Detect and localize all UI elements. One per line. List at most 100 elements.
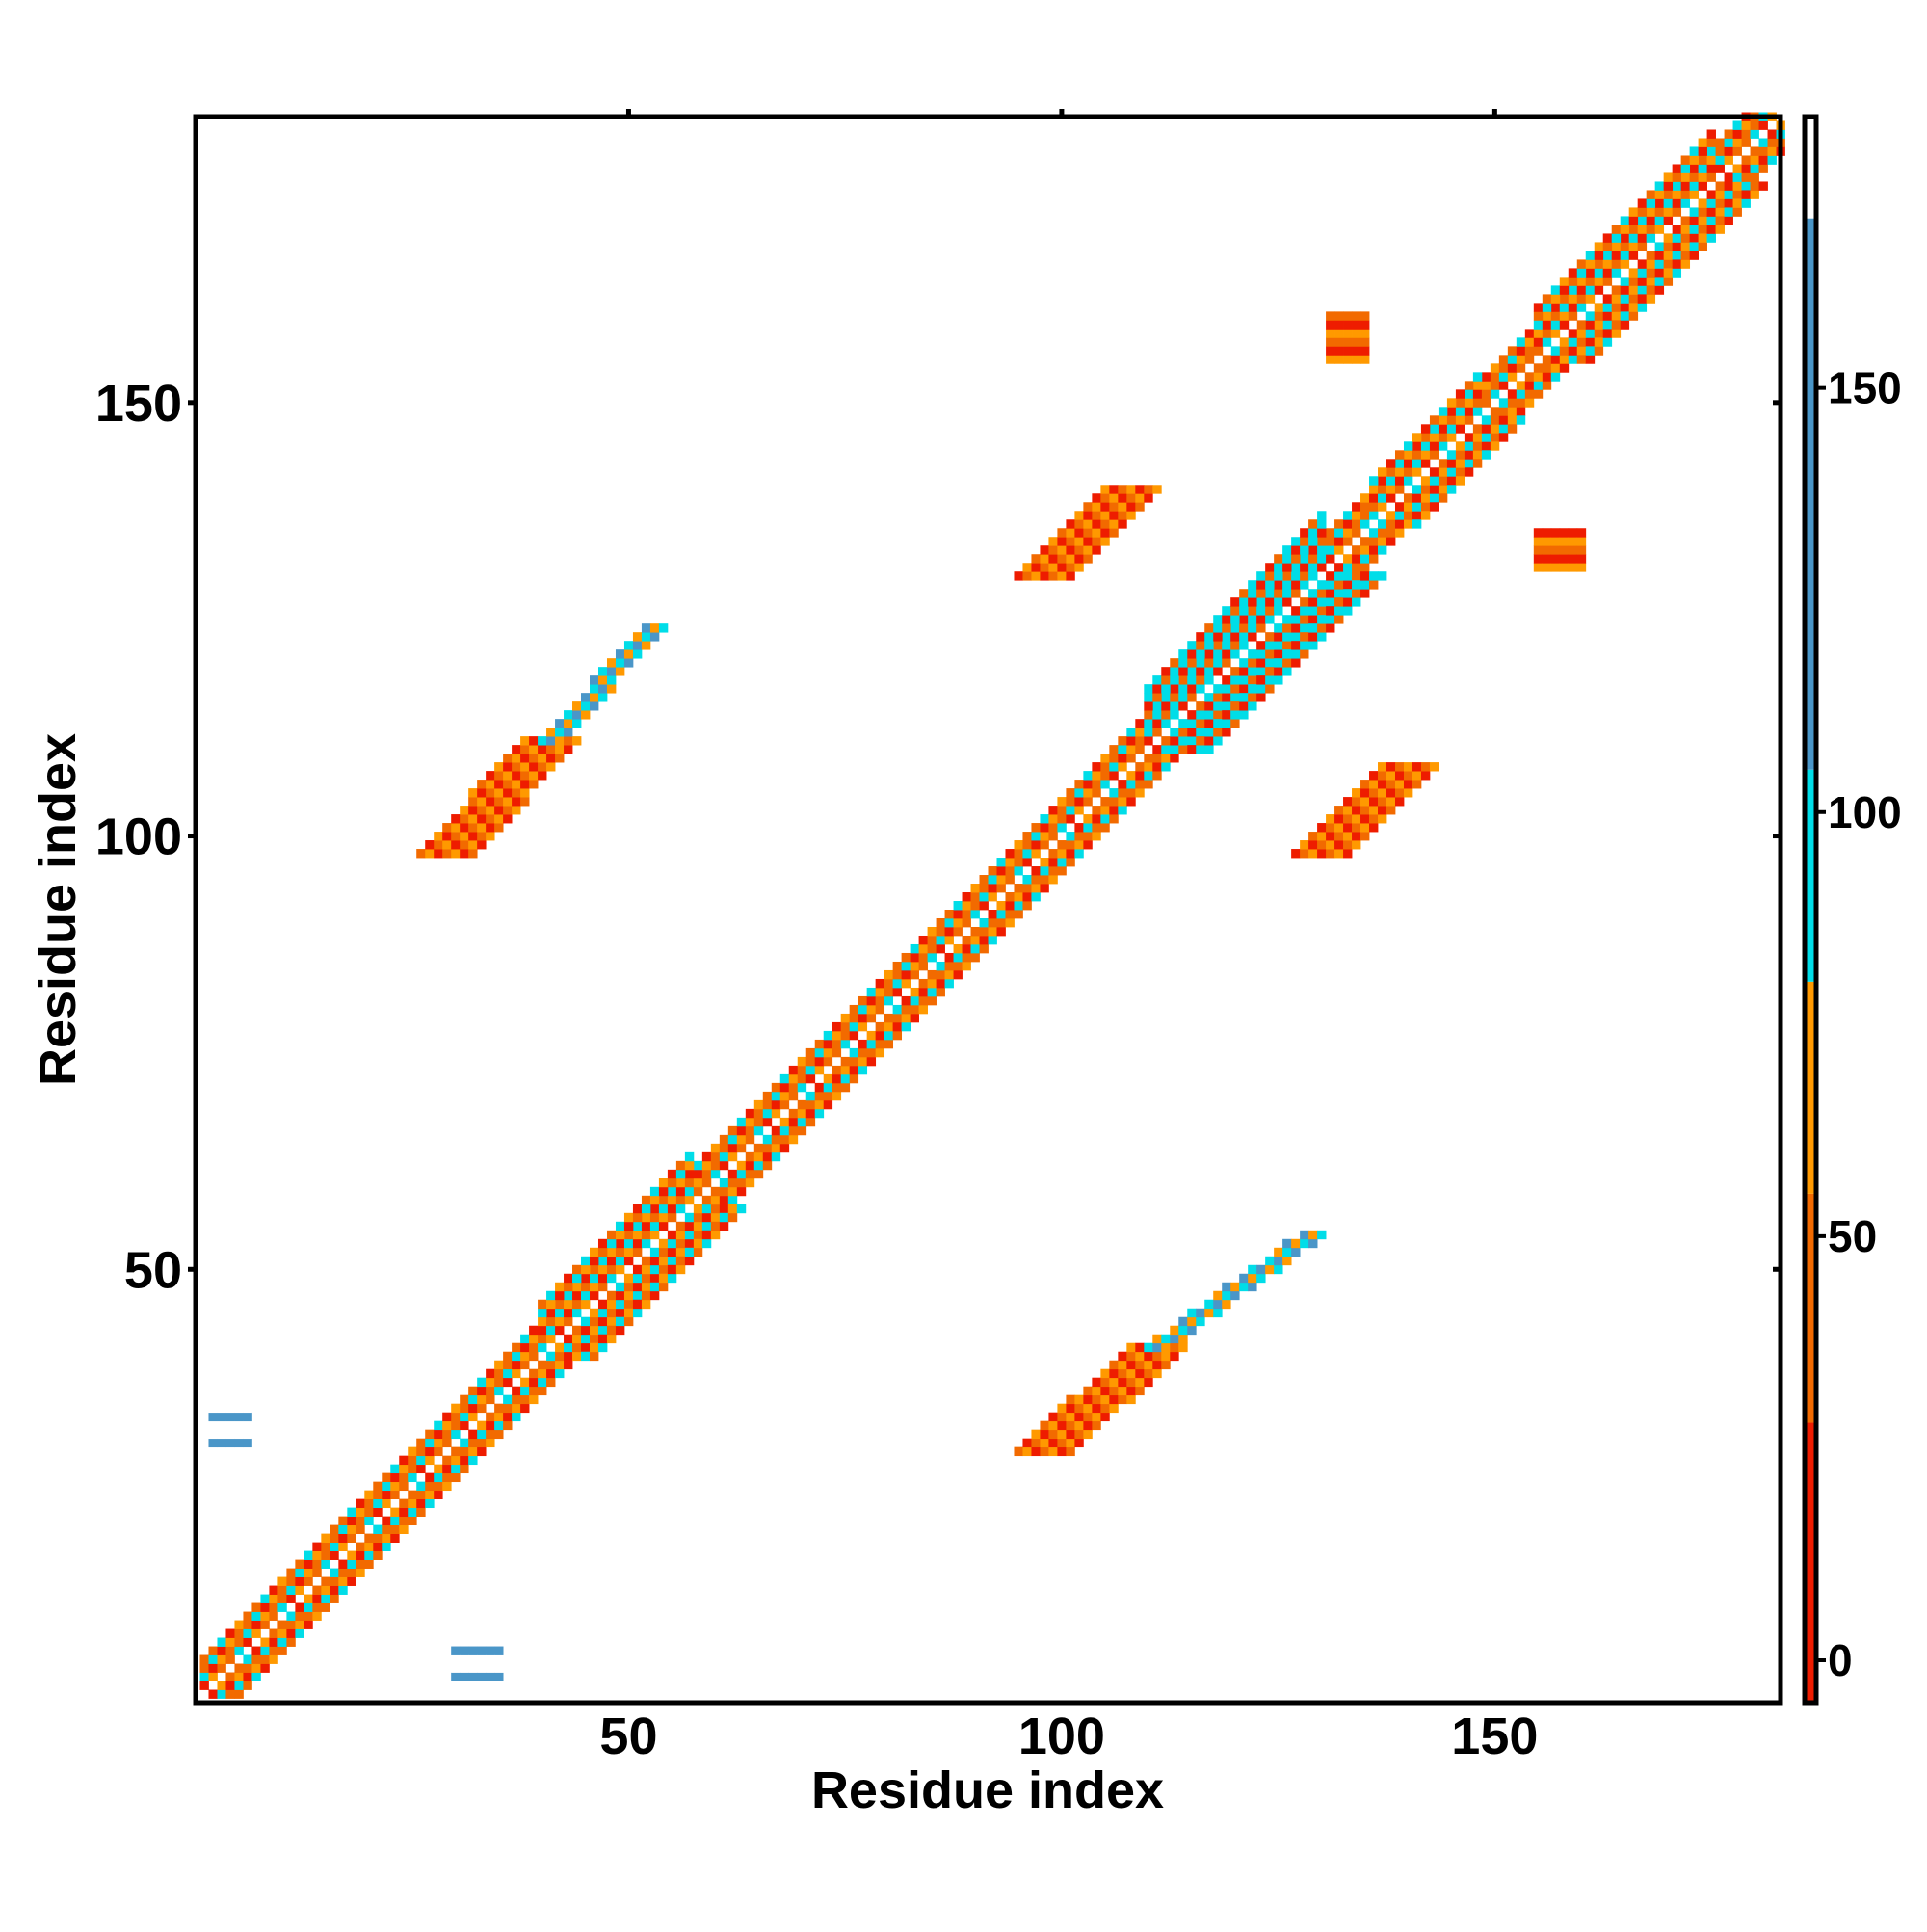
heatmap-cell [988,892,997,902]
heatmap-cell [1317,606,1327,616]
heatmap-cell [849,1073,859,1084]
heatmap-cell [1585,311,1596,321]
heatmap-cell [1144,1377,1153,1388]
heatmap-cell [1100,1386,1110,1396]
heatmap-cell [1265,615,1275,624]
heatmap-cell [477,1663,487,1673]
heatmap-cell [1672,198,1682,208]
heatmap-cell [1196,736,1205,746]
heatmap-cell [936,917,945,928]
heatmap-cell [1438,433,1448,442]
heatmap-cell [1326,311,1335,321]
heatmap-cell [1308,545,1318,555]
heatmap-cell [1654,190,1665,199]
heatmap-cell [520,797,530,807]
heatmap-cell [1256,580,1266,590]
x-axis-label: Residue index [811,1761,1164,1819]
heatmap-cell [1758,146,1768,156]
heatmap-cell [1767,138,1777,147]
heatmap-cell [1135,485,1145,494]
heatmap-cell [451,1654,461,1664]
heatmap-cell [1170,745,1179,754]
heatmap-cell [1300,632,1309,642]
heatmap-cell [1326,615,1335,624]
heatmap-cell [1100,806,1110,815]
heatmap-cell [1109,745,1119,754]
heatmap-cell [1472,424,1483,434]
heatmap-cell [1446,407,1457,416]
heatmap-cell [1654,277,1665,286]
heatmap-cell [1074,1403,1084,1414]
heatmap-cell [1265,589,1275,598]
heatmap-cell [1646,190,1656,199]
heatmap-cell [1352,337,1361,347]
heatmap-cell [1317,823,1327,833]
heatmap-cell [1031,892,1041,902]
heatmap-cell [779,1125,790,1136]
heatmap-cell [1481,424,1491,434]
heatmap-cell [356,1516,365,1526]
heatmap-cell [477,1646,487,1655]
heatmap-cell [1360,580,1370,590]
heatmap-cell [1152,675,1162,685]
heatmap-cell [1083,528,1093,538]
heatmap-cell [399,1498,409,1509]
heatmap-cell [1394,459,1405,468]
heatmap-cell [1498,381,1509,390]
heatmap-cell [1334,537,1344,546]
heatmap-cell [529,780,539,789]
heatmap-cell [1109,1394,1119,1405]
heatmap-cell [1066,537,1075,546]
heatmap-cell [641,632,651,642]
heatmap-cell [1057,537,1067,546]
heatmap-cell [1369,537,1379,546]
heatmap-cell [866,1039,877,1049]
heatmap-cell [581,701,591,711]
heatmap-cell [1403,441,1413,451]
heatmap-cell [641,1195,651,1205]
heatmap-cell [1394,467,1405,477]
heatmap-cell [1048,563,1058,572]
heatmap-cell [1222,1282,1231,1292]
heatmap-cell [1274,1247,1283,1257]
heatmap-cell [1326,537,1335,546]
heatmap-cell [1248,606,1257,616]
heatmap-cell [572,1351,582,1362]
heatmap-cell [1646,285,1656,295]
heatmap-cell [486,1386,495,1396]
heatmap-cell [1100,519,1110,529]
heatmap-cell [590,1273,599,1284]
heatmap-cell [623,1290,634,1301]
heatmap-cell [1559,311,1570,321]
heatmap-cell [234,1620,244,1629]
heatmap-cell [1239,1282,1249,1292]
heatmap-cell [1204,658,1214,668]
heatmap-cell [1585,320,1596,330]
heatmap-cell [1239,684,1249,694]
heatmap-cell [597,1316,608,1327]
heatmap-cell [425,1455,435,1466]
heatmap-cell [1438,424,1448,434]
heatmap-cell [936,943,945,954]
heatmap-cell [269,1646,278,1655]
heatmap-cell [1698,216,1707,225]
heatmap-cell [667,1212,677,1223]
heatmap-cell [1178,693,1188,702]
heatmap-cell [597,1299,608,1310]
heatmap-cell [1066,1420,1075,1431]
heatmap-cell [538,1316,547,1327]
heatmap-cell [312,1585,322,1595]
heatmap-cell [1611,268,1622,278]
heatmap-cell [1196,710,1205,720]
heatmap-cell [277,1602,287,1612]
heatmap-cell [788,1082,799,1093]
heatmap-cell [1282,641,1292,650]
heatmap-cell [460,1672,469,1681]
heatmap-cell [1074,1412,1084,1422]
heatmap-cell [1074,554,1084,564]
heatmap-cell [1308,840,1318,850]
heatmap-cell [390,1524,400,1534]
heatmap-cell [805,1117,816,1127]
heatmap-cell [866,1013,877,1023]
